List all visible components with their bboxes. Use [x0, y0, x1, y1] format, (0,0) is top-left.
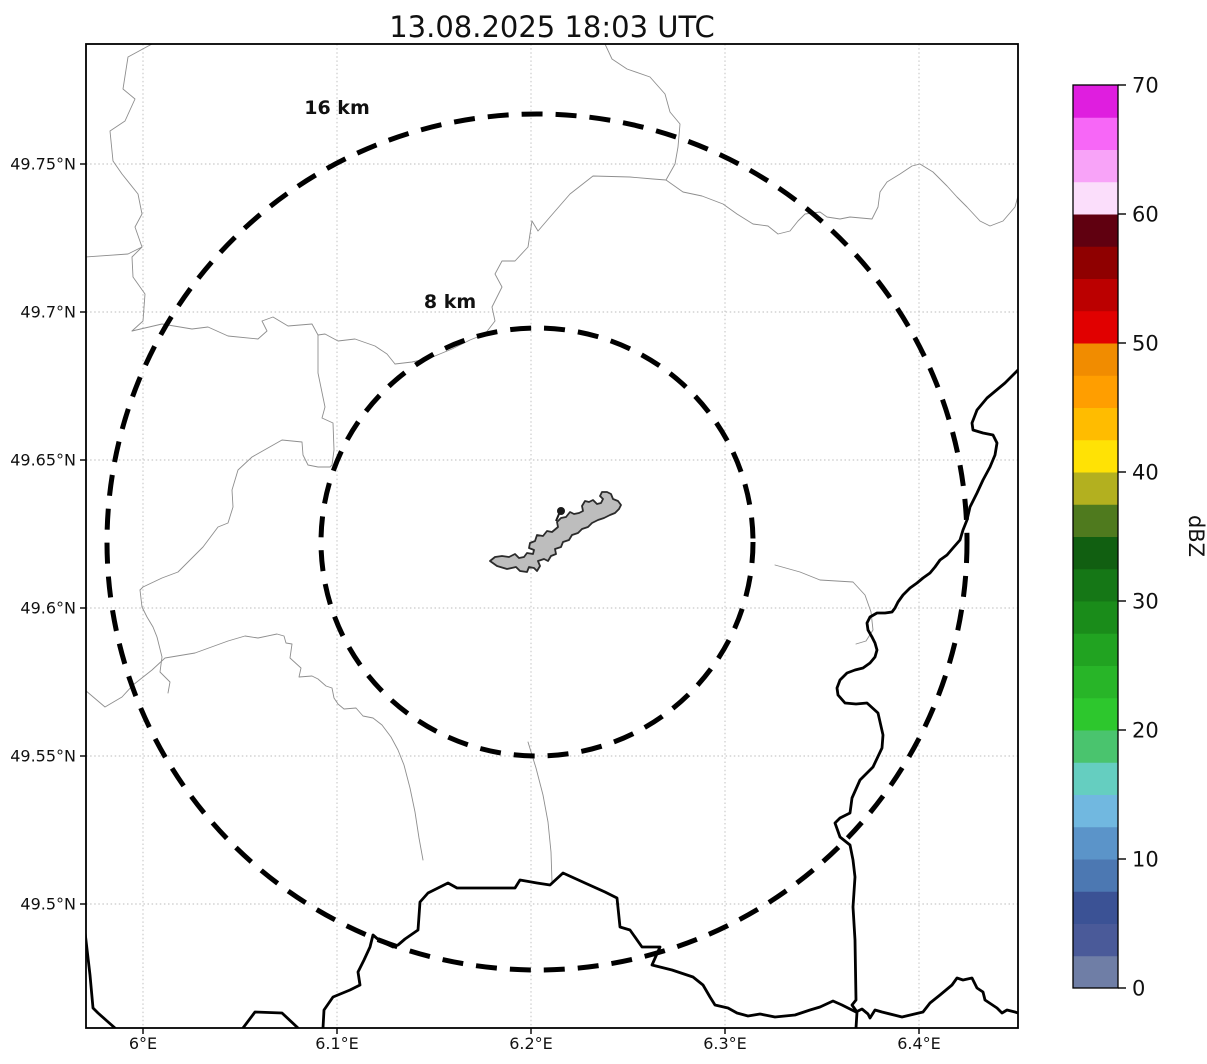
colorbar-tick-label: 20	[1132, 719, 1159, 743]
colorbar-segment	[1073, 633, 1118, 666]
colorbar-segment	[1073, 730, 1118, 763]
lat-tick-label: 49.55°N	[10, 747, 76, 766]
colorbar-segment	[1073, 310, 1118, 344]
admin-boundary-line	[86, 246, 143, 258]
colorbar-segment	[1073, 246, 1118, 279]
airport-area	[489, 491, 622, 573]
colorbar-segment	[1073, 536, 1118, 570]
plot-border	[85, 43, 1019, 1029]
colorbar: 0 10 20 30 40 50 60 70	[1073, 74, 1159, 1001]
lat-tick-label: 49.75°N	[10, 155, 76, 174]
colorbar-segment	[1073, 568, 1118, 602]
colorbar-segment	[1073, 439, 1118, 473]
axis-ticks-and-labels: 6°E 6.1°E 6.2°E 6.3°E 6.4°E 49.75°N 49.7°N 49.6…	[10, 155, 941, 1054]
lat-tick-label: 49.7°N	[20, 303, 76, 322]
lat-tick-label: 49.5°N	[20, 895, 76, 914]
colorbar-segment	[1073, 214, 1118, 247]
colorbar-tick-label: 60	[1132, 203, 1159, 227]
colorbar-tick-label: 70	[1132, 74, 1159, 98]
lon-tick-label: 6.4°E	[897, 1034, 941, 1053]
admin-boundary-line	[665, 163, 1018, 235]
admin-boundary-line	[394, 175, 667, 365]
colorbar-segment	[1073, 955, 1118, 989]
colorbar-tick-label: 0	[1132, 977, 1145, 1001]
colorbar-segment	[1073, 794, 1118, 828]
admin-boundary-line	[139, 589, 171, 694]
colorbar-segment	[1073, 601, 1118, 634]
country-border-line	[241, 1010, 300, 1028]
colorbar-segment	[1073, 278, 1118, 312]
colorbar-segment	[1073, 504, 1118, 537]
lon-tick-label: 6.2°E	[509, 1034, 553, 1053]
colorbar-segment	[1073, 117, 1118, 150]
colorbar-segment	[1073, 859, 1118, 892]
border-river-lines	[86, 368, 1018, 1028]
colorbar-tick-label: 50	[1132, 332, 1159, 356]
admin-boundary-line	[86, 633, 424, 861]
colorbar-tick-label: 10	[1132, 848, 1159, 872]
colorbar-tick-label: 40	[1132, 461, 1159, 485]
radar-site-marker	[557, 507, 565, 515]
colorbar-title: dBZ	[1184, 515, 1207, 557]
colorbar-frame	[1072, 84, 1119, 989]
lon-tick-label: 6°E	[129, 1034, 157, 1053]
lon-tick-label: 6.3°E	[703, 1034, 747, 1053]
lat-tick-label: 49.6°N	[20, 599, 76, 618]
colorbar-segment	[1073, 343, 1118, 376]
admin-boundary-line	[604, 44, 681, 181]
colorbar-segment	[1073, 697, 1118, 731]
country-border-line	[86, 931, 117, 1028]
radar-site-marker-stem	[555, 513, 560, 522]
colorbar-segment	[1073, 665, 1118, 699]
colorbar-segment	[1073, 85, 1118, 118]
admin-boundary-line	[139, 334, 335, 591]
ring-label-16km: 16 km	[304, 97, 370, 119]
lon-tick-label: 6.1°E	[315, 1034, 359, 1053]
colorbar-segment	[1073, 472, 1118, 505]
colorbar-segment	[1073, 181, 1118, 215]
admin-boundary-line	[131, 316, 396, 365]
moselle-river-line	[833, 368, 1018, 1028]
colorbar-segment	[1073, 149, 1118, 183]
range-ring-16km	[104, 111, 970, 973]
lat-tick-label: 49.65°N	[10, 451, 76, 470]
range-ring-8km	[318, 325, 756, 759]
colorbar-tick-label: 30	[1132, 590, 1159, 614]
figure-title: 13.08.2025 18:03 UTC	[389, 10, 715, 44]
colorbar-segment	[1073, 762, 1118, 795]
colorbar-segment	[1073, 826, 1118, 860]
colorbar-segment	[1073, 891, 1118, 924]
admin-boundary-lines	[86, 44, 1018, 883]
colorbar-segment	[1073, 407, 1118, 441]
airport-outline	[489, 491, 622, 573]
country-border-line	[321, 871, 1018, 1028]
gridlines	[86, 44, 1018, 1028]
admin-boundary-line	[774, 564, 874, 645]
colorbar-segment	[1073, 375, 1118, 408]
range-rings	[104, 111, 970, 973]
admin-boundary-line	[109, 44, 153, 332]
admin-boundary-line	[527, 741, 553, 883]
ring-label-8km: 8 km	[424, 291, 476, 313]
colorbar-segment	[1073, 923, 1118, 957]
